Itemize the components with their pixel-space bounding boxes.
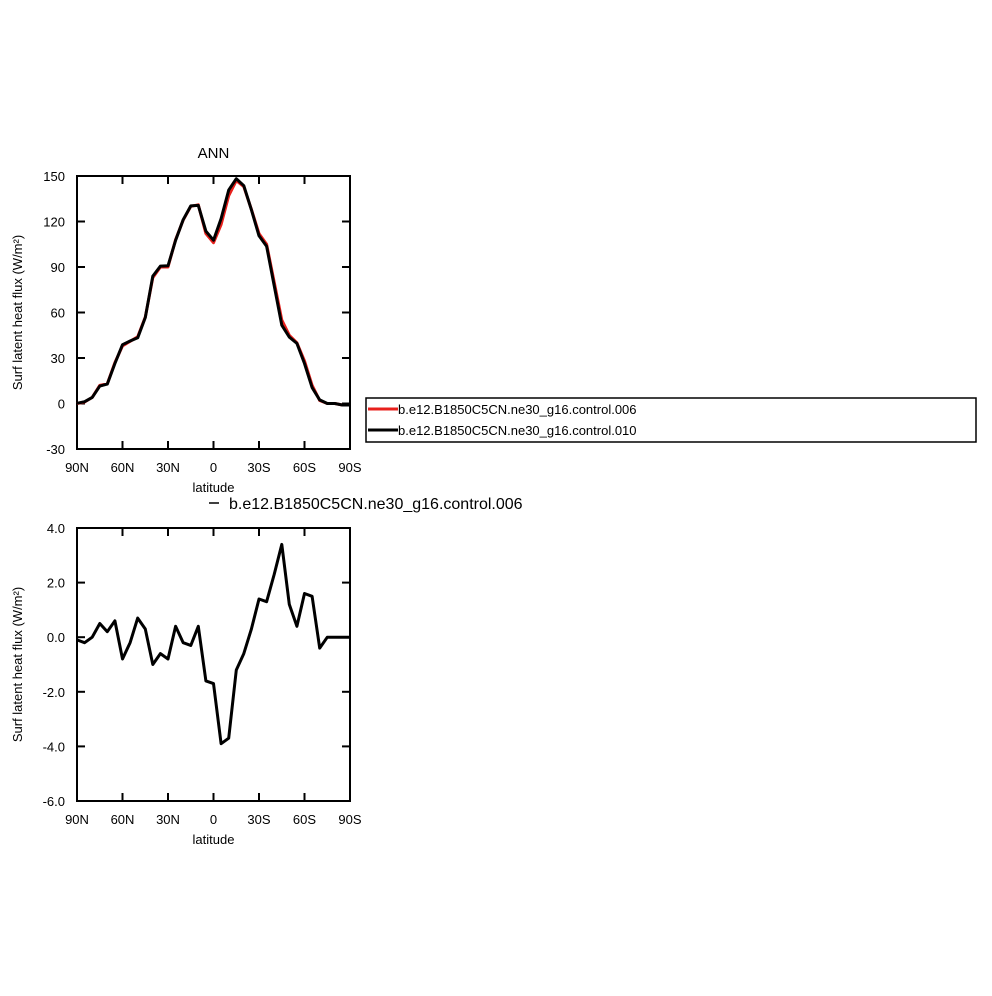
y-tick-label: 0 [58,397,65,412]
legend-label: b.e12.B1850C5CN.ne30_g16.control.006 [398,402,637,417]
x-tick-label: 30S [247,812,270,827]
y-tick-label: 90 [51,260,65,275]
x-tick-label: 30N [156,460,180,475]
chart-title: ANN [198,145,230,162]
x-tick-label: 90N [65,460,89,475]
y-tick-label: 60 [51,306,65,321]
x-tick-label: 30N [156,812,180,827]
x-tick-label: 90S [338,812,361,827]
x-tick-label: 60S [293,460,316,475]
x-tick-label: 90N [65,812,89,827]
x-axis-label: latitude [193,832,235,847]
x-tick-label: 0 [210,812,217,827]
y-tick-label: 150 [43,169,65,184]
x-axis-label: latitude [193,480,235,495]
x-tick-label: 30S [247,460,270,475]
x-tick-label: 60N [111,812,135,827]
y-tick-label: -4.0 [43,739,65,754]
y-tick-label: 120 [43,215,65,230]
y-tick-label: -6.0 [43,794,65,809]
y-tick-label: 4.0 [47,521,65,536]
y-axis-label: Surf latent heat flux (W/m²) [10,587,25,742]
x-tick-label: 0 [210,460,217,475]
y-tick-label: 2.0 [47,576,65,591]
line-series [76,542,350,746]
y-tick-label: 30 [51,351,65,366]
plot-frame [76,175,351,450]
line-series [76,179,350,407]
y-tick-label: -30 [46,442,65,457]
x-tick-label: 60N [111,460,135,475]
y-tick-label: -2.0 [43,685,65,700]
plot-frame [76,527,351,802]
legend-label: b.e12.B1850C5CN.ne30_g16.control.006 [229,496,523,513]
y-axis-label: Surf latent heat flux (W/m²) [10,235,25,390]
x-tick-label: 90S [338,460,361,475]
line-series [76,177,350,407]
legend-box [365,397,977,443]
legend-label: b.e12.B1850C5CN.ne30_g16.control.010 [398,423,637,438]
y-tick-label: 0.0 [47,630,65,645]
x-tick-label: 60S [293,812,316,827]
